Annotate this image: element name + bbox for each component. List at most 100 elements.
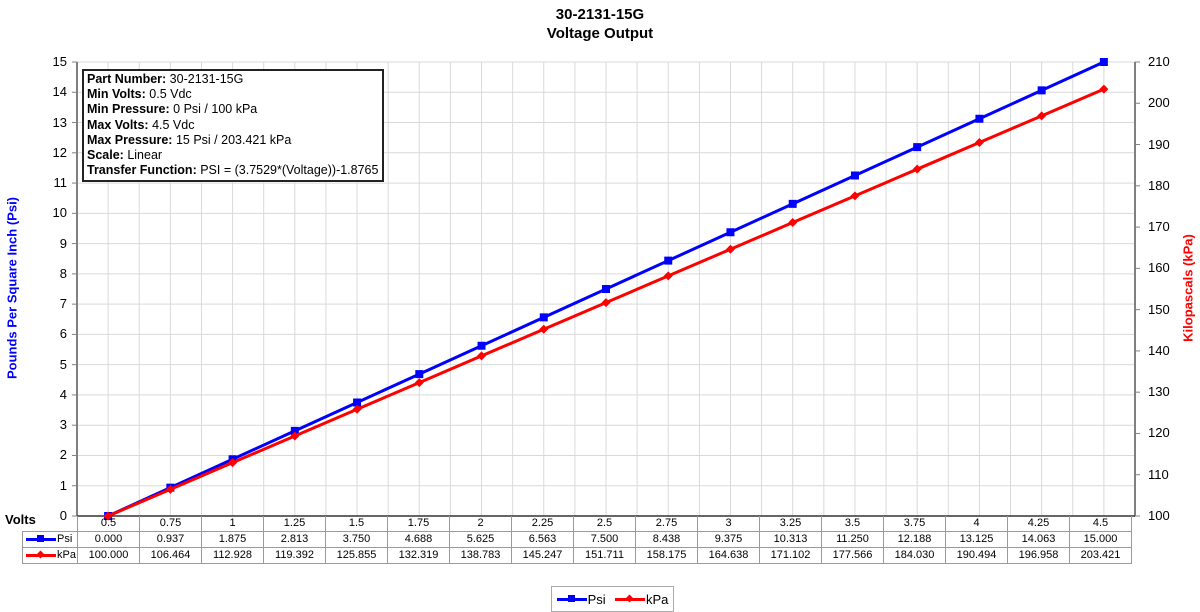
data-table-cell: 151.711 [573,547,636,564]
data-table-cell: 158.175 [635,547,698,564]
kpa-line-diamond-icon [26,550,56,559]
chart-title-line1: 30-2131-15G [555,6,645,23]
data-table: 0.5 0.75 1 1.25 1.5 1.75 2 2.25 2.5 2.75 3 3.25 3.5 3… [22,516,1132,564]
data-point-psi [415,370,424,379]
part-number-label: Part Number: [87,72,167,86]
left-tick-label: 13 [52,114,67,130]
data-table-category: 2.25 [511,516,574,532]
left-tick-label: 7 [59,296,67,312]
left-tick-label: 3 [59,417,67,433]
data-table-category: 2.5 [573,516,636,532]
data-table-cell: 9.375 [697,531,760,548]
data-point-kpa [477,351,487,361]
data-table-cell: 6.563 [511,531,574,548]
data-table-category: 3 [697,516,760,532]
data-table-label-psi: Psi [57,533,73,545]
right-tick-label: 100 [1148,508,1170,523]
data-table-cell: 106.464 [139,547,202,564]
data-table-cell: 14.063 [1007,531,1070,548]
info-box: Part Number: 30-2131-15G Min Volts: 0.5 … [82,69,385,183]
data-point-kpa [725,244,735,254]
x-axis-label: Volts [5,512,36,527]
data-point-kpa [352,404,362,414]
scale-value: Linear [127,148,163,163]
right-tick-label: 150 [1148,301,1170,317]
data-table-cell: 4.688 [387,531,450,548]
data-table-label-kpa: kPa [57,549,76,561]
data-table-category: 4.25 [1007,516,1070,532]
data-point-psi [850,171,859,180]
data-point-kpa [788,218,798,228]
data-point-kpa [1099,84,1109,94]
legend-label-psi: Psi [587,591,606,607]
data-table-cell: 138.783 [449,547,512,564]
right-tick-label: 170 [1148,219,1170,235]
data-point-kpa [165,484,175,494]
data-table-cell: 8.438 [635,531,698,548]
chart-title-line2: Voltage Output [546,25,654,42]
data-point-kpa [414,378,424,388]
data-table-cell: 1.875 [201,531,264,548]
data-table-category: 3.75 [883,516,946,532]
data-point-psi [913,143,922,152]
right-tick-label: 160 [1148,260,1170,276]
data-table-category: 0.5 [77,516,140,532]
left-tick-label: 8 [59,265,67,281]
data-point-kpa [539,324,549,334]
data-table-row-kpa: kPa 100.000 106.464 112.928 119.392 125.855 1… [22,547,1132,564]
data-table-cell: 125.855 [325,547,388,564]
left-tick-label: 9 [59,235,67,251]
data-table-cell: 11.250 [821,531,884,548]
data-table-corner [23,516,78,532]
data-point-kpa [601,298,611,308]
left-tick-label: 11 [53,175,68,191]
data-point-psi [975,114,984,123]
left-tick-label: 2 [59,447,67,463]
data-table-cell: 0.937 [139,531,202,548]
transfer-function-value: PSI = (3.7529*(Voltage))-1.8765 [200,163,379,178]
data-table-cell: 2.813 [263,531,326,548]
data-point-kpa [228,458,238,468]
kpa-line-diamond-icon [614,594,645,603]
data-table-row-psi: Psi 0.000 0.937 1.875 2.813 3.750 4.688 5.625 6… [22,531,1132,548]
right-tick-label: 200 [1148,95,1170,111]
data-point-psi [353,398,362,407]
left-tick-label: 15 [52,54,67,69]
left-tick-label: 5 [59,356,67,372]
data-table-cell: 3.750 [325,531,388,548]
data-table-cell: 10.313 [759,531,822,548]
data-table-cell: 177.566 [821,547,884,564]
data-table-cell: 100.000 [77,547,140,564]
max-volts-value: 4.5 Vdc [152,117,195,132]
right-axis-label: Kilopascals (kPa) [1180,234,1196,342]
psi-line-square-icon [556,595,587,602]
right-tick-label: 190 [1148,136,1170,152]
data-table-category: 2.75 [635,516,698,532]
data-table-category: 0.75 [139,516,202,532]
max-volts-label: Max Volts: [87,117,149,132]
data-table-cell: 15.000 [1069,531,1132,548]
data-table-cell: 132.319 [387,547,450,564]
data-table-cell: 112.928 [201,547,264,564]
left-tick-label: 1 [59,477,67,493]
data-table-cell: 171.102 [759,547,822,564]
data-table-cell: 0.000 [77,531,140,548]
max-pressure-label: Max Pressure: [87,132,173,147]
data-point-kpa [290,431,300,441]
data-table-cell: 119.392 [263,547,326,564]
part-number-value: 30-2131-15G [169,72,244,86]
left-tick-label: 14 [52,84,67,100]
data-table-cell: 13.125 [945,531,1008,548]
data-table-cell: 145.247 [511,547,574,564]
data-table-cell: 203.421 [1069,547,1132,564]
left-tick-label: 0 [59,508,67,523]
left-tick-label: 6 [59,326,67,342]
right-tick-label: 180 [1148,177,1170,193]
data-table-category: 4.5 [1069,516,1132,532]
left-tick-label: 4 [59,386,67,402]
data-point-psi [602,285,610,293]
data-point-kpa [1037,111,1047,121]
min-volts-value: 0.5 Vdc [149,87,192,102]
data-point-psi [539,313,548,322]
max-pressure-value: 15 Psi / 203.421 kPa [175,132,292,147]
